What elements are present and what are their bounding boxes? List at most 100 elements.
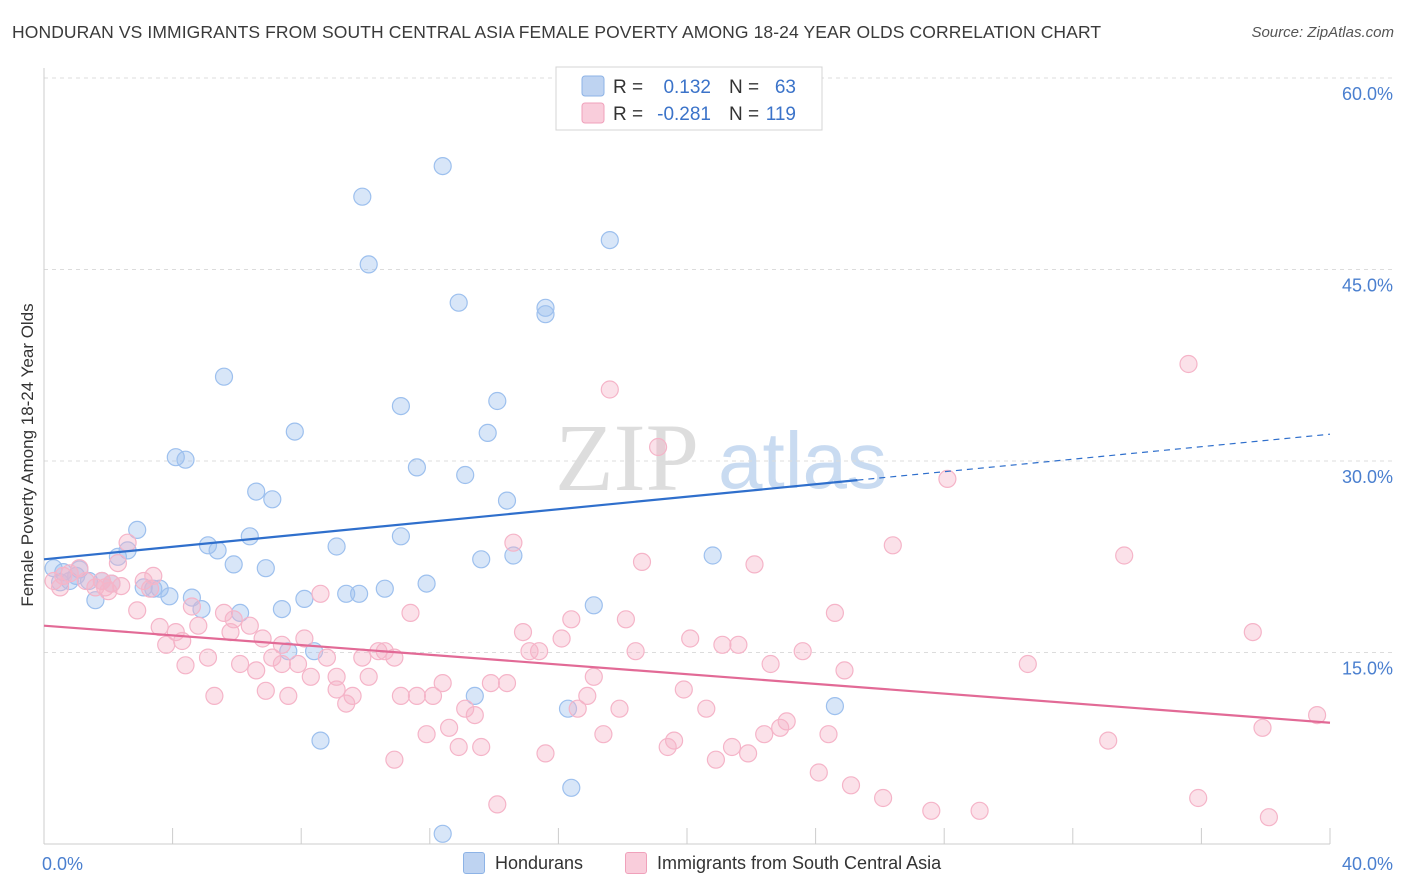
immigrant-point-14 (128, 601, 147, 620)
honduran-point-53 (488, 391, 507, 411)
immigrant-point-53 (385, 750, 404, 769)
y-tick-label-3: 60.0% (1342, 84, 1393, 104)
immigrant-point-118 (1259, 808, 1279, 827)
immigrant-point-95 (745, 555, 764, 574)
honduran-point-12 (128, 520, 147, 540)
chart-title: HONDURAN VS IMMIGRANTS FROM SOUTH CENTRA… (12, 22, 1102, 42)
immigrant-point-101 (809, 763, 828, 782)
immigrant-point-119 (1307, 705, 1327, 725)
immigrant-point-24 (189, 616, 208, 635)
immigrant-point-96 (755, 725, 774, 744)
x-tick-label-0: 0.0% (42, 854, 83, 874)
honduran-point-32 (285, 422, 304, 441)
immigrant-point-82 (626, 642, 645, 661)
immigrant-point-17 (144, 566, 163, 586)
honduran-point-36 (327, 537, 346, 556)
immigrant-point-44 (327, 667, 346, 686)
immigrant-point-103 (825, 603, 845, 623)
bottom-legend-swatch-immigrants (625, 852, 647, 874)
immigrant-point-5 (76, 571, 95, 591)
honduran-point-45 (417, 574, 436, 593)
immigrant-point-23 (182, 597, 201, 616)
immigrant-point-114 (1179, 354, 1198, 374)
series-immigrants (44, 354, 1327, 827)
immigrant-point-61 (449, 737, 468, 757)
honduran-point-61 (600, 231, 619, 250)
immigrant-point-72 (536, 744, 555, 763)
legend-n-label-immigrants: N = (729, 104, 759, 125)
immigrant-point-106 (873, 788, 893, 808)
immigrant-point-0 (44, 571, 63, 591)
honduran-point-7 (86, 591, 105, 610)
immigrant-point-35 (263, 648, 282, 667)
immigrant-point-73 (552, 629, 571, 648)
immigrant-point-54 (391, 686, 410, 706)
immigrant-point-12 (112, 576, 131, 596)
immigrant-point-77 (584, 667, 603, 686)
immigrant-point-81 (616, 610, 636, 629)
honduran-point-43 (391, 397, 410, 416)
immigrant-point-38 (279, 686, 298, 706)
immigrant-point-55 (401, 603, 420, 623)
immigrant-point-58 (423, 686, 443, 706)
honduran-point-54 (497, 491, 517, 510)
honduran-point-57 (536, 305, 555, 324)
immigrant-point-42 (311, 584, 330, 603)
x-tick-labels: 0.0% 40.0% (42, 854, 1393, 874)
honduran-point-40 (359, 255, 378, 274)
y-tick-label-0: 15.0% (1342, 659, 1393, 679)
bottom-legend-item-hondurans: Hondurans (463, 852, 583, 874)
immigrant-point-27 (214, 603, 234, 623)
bottom-legend: Hondurans Immigrants from South Central … (0, 850, 1406, 878)
immigrant-point-62 (456, 699, 475, 718)
honduran-point-23 (214, 367, 234, 386)
immigrant-point-29 (224, 610, 243, 629)
bottom-legend-label-hondurans: Hondurans (495, 852, 584, 873)
immigrant-point-41 (301, 667, 320, 686)
watermark: ZIP atlas (555, 404, 887, 511)
y-tick-label-2: 45.0% (1342, 276, 1393, 296)
honduran-point-16 (160, 587, 179, 606)
series-layer (44, 157, 1327, 843)
immigrant-point-31 (240, 616, 259, 635)
immigrant-point-98 (771, 718, 790, 737)
immigrant-point-110 (970, 801, 989, 820)
immigrant-point-22 (176, 656, 195, 675)
immigrant-point-99 (777, 712, 796, 731)
legend-r-label-immigrants: R = (613, 104, 643, 125)
immigrant-point-76 (578, 686, 597, 706)
series-hondurans (44, 157, 845, 843)
immigrant-point-102 (819, 725, 838, 744)
immigrant-point-84 (648, 437, 668, 457)
immigrant-point-75 (568, 699, 587, 718)
honduran-point-47 (433, 824, 452, 843)
honduran-point-35 (311, 731, 330, 750)
honduran-point-58 (558, 699, 578, 718)
legend-swatch-immigrants (581, 102, 605, 124)
immigrant-point-94 (738, 744, 758, 763)
honduran-point-63 (825, 696, 845, 716)
immigrant-point-11 (108, 553, 128, 573)
honduran-point-24 (224, 555, 243, 574)
honduran-point-22 (208, 541, 227, 560)
immigrant-point-13 (118, 533, 137, 552)
honduran-trendline (43, 479, 858, 561)
honduran-trendline-extension (857, 433, 1331, 481)
legend-box: R = 0.132 N = 63 R = -0.281 N = 119 (555, 66, 823, 131)
immigrant-point-113 (1115, 546, 1134, 565)
honduran-point-27 (247, 482, 266, 501)
honduran-point-38 (350, 584, 369, 603)
immigrant-point-89 (697, 699, 716, 718)
immigrant-point-30 (231, 654, 250, 674)
immigrant-point-74 (562, 610, 581, 629)
immigrant-point-49 (359, 667, 378, 686)
honduran-point-48 (449, 293, 468, 312)
immigrant-point-63 (465, 705, 484, 725)
chart-source: Source: ZipAtlas.com (1251, 24, 1394, 41)
immigrant-point-34 (256, 681, 275, 700)
honduran-point-21 (198, 536, 218, 555)
y-tick-labels: 15.0% 30.0% 45.0% 60.0% (1342, 84, 1393, 679)
immigrant-point-39 (288, 654, 308, 674)
honduran-point-44 (407, 458, 426, 477)
